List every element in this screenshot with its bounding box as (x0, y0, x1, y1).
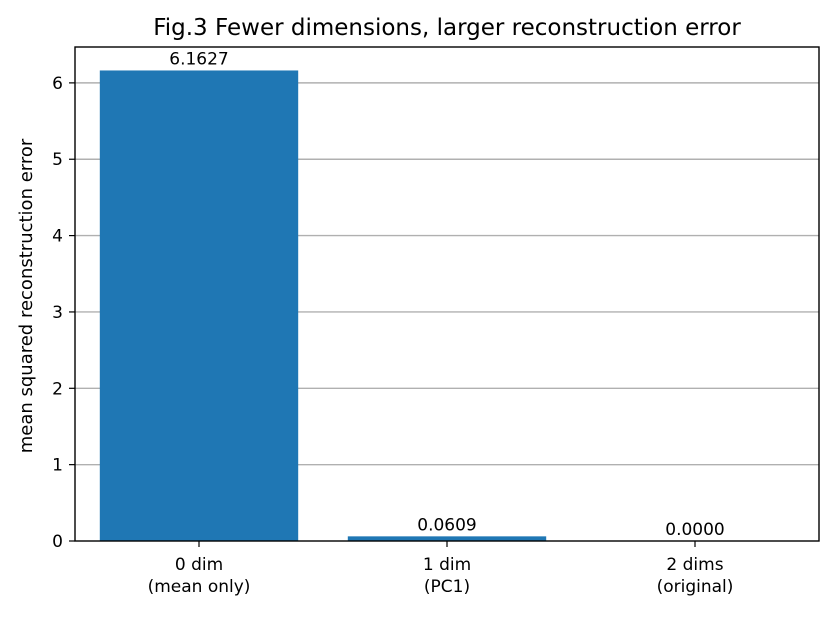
chart-title: Fig.3 Fewer dimensions, larger reconstru… (153, 15, 741, 41)
y-tick-label: 6 (52, 74, 63, 94)
x-tick-label: 1 dim (423, 555, 471, 575)
bar-value-label: 6.1627 (169, 49, 228, 69)
y-tick-label: 1 (52, 456, 63, 476)
y-tick-label: 3 (52, 303, 63, 323)
y-tick-label: 2 (52, 379, 63, 399)
y-axis-label: mean squared reconstruction error (16, 138, 37, 453)
x-tick-label: (original) (657, 577, 734, 597)
x-tick-label: (PC1) (424, 577, 470, 597)
bars (99, 70, 547, 542)
bar-value-label: 0.0000 (665, 520, 724, 540)
x-tick-label: 2 dims (666, 555, 723, 575)
x-tick-label: 0 dim (175, 555, 223, 575)
bar (99, 70, 299, 542)
data-labels: 6.1627 0.0609 0.0000 (169, 49, 724, 540)
y-tick-label: 0 (52, 532, 63, 552)
y-tick-label: 4 (52, 227, 63, 247)
axis-ticks: 0 1 2 3 4 5 6 0 dim(mean only) 1 dim(PC1) 2 dims(… (52, 74, 733, 597)
x-tick-label: (mean only) (148, 577, 251, 597)
y-tick-label: 5 (52, 150, 63, 170)
bar (347, 536, 547, 541)
bar-value-label: 0.0609 (417, 515, 476, 535)
